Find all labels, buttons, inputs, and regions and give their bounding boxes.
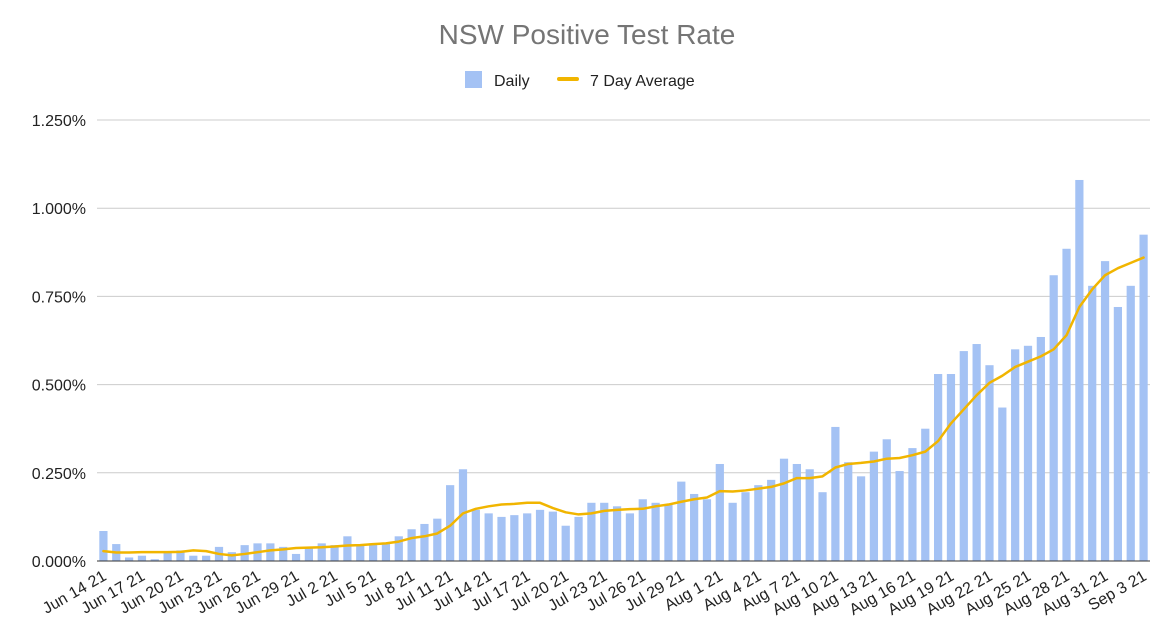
daily-bar [574,516,583,561]
legend-daily-label: Daily [494,73,530,90]
y-axis: 0.000% 0.250% 0.500% 0.750% 1.000% 1.250% [32,113,86,571]
chart-title: NSW Positive Test Rate [439,19,736,50]
average-line [102,256,1145,557]
daily-bar [728,502,737,561]
daily-bar [959,351,968,561]
daily-bar [1062,248,1071,561]
daily-bar [1036,336,1045,561]
daily-bar [523,513,532,561]
daily-bar [1113,306,1123,561]
daily-bar [741,492,750,561]
daily-bar [394,536,403,561]
daily-bar [446,485,455,561]
daily-bar [458,469,468,561]
daily-bar [946,374,956,561]
daily-bar [869,451,879,561]
daily-bar [1126,285,1135,561]
daily-bar [818,492,827,561]
daily-bar [433,518,442,561]
daily-bar [767,479,776,561]
daily-bar [124,557,134,561]
daily-bar [163,552,172,561]
daily-bar [304,546,313,561]
daily-bar [972,344,981,561]
daily-bar [1023,345,1033,561]
daily-bar [266,543,275,561]
average-line-group [102,256,1145,557]
daily-bar [856,476,866,561]
legend-avg-label: 7 Day Average [590,73,695,90]
daily-bar [612,506,622,561]
daily-bar [343,536,352,561]
daily-bar [908,448,917,561]
daily-bar [202,555,211,561]
daily-bar [934,374,943,561]
daily-bar [535,509,545,561]
legend-avg-swatch [557,77,579,81]
daily-bar [1049,275,1058,561]
daily-bar [150,559,159,561]
daily-bar [792,463,801,561]
daily-bar [137,555,147,561]
legend: Daily 7 Day Average [465,71,695,90]
y-tick-label: 0.250% [32,466,86,483]
daily-bar [882,439,891,561]
daily-bar [1075,179,1084,561]
daily-bar [587,502,596,561]
legend-daily-swatch [465,71,482,88]
daily-bar [1139,234,1148,561]
daily-bar [176,550,185,561]
daily-bar [831,426,840,561]
daily-bar [484,513,493,561]
daily-bar [291,553,301,561]
y-tick-label: 1.250% [32,113,86,130]
daily-bar [702,499,712,561]
daily-bar [664,504,673,561]
daily-bar [1011,349,1020,561]
daily-bar [651,502,660,561]
daily-bar [99,531,108,561]
daily-bar [420,523,429,561]
y-tick-label: 1.000% [32,201,86,218]
daily-bar [690,493,699,561]
daily-bar [998,407,1007,561]
daily-bar [677,481,686,561]
daily-bar [985,365,994,561]
daily-bar [279,546,288,561]
daily-bar [189,555,198,561]
daily-bar [895,471,904,561]
daily-bar [381,543,391,561]
daily-bar [805,469,814,561]
daily-bar [1100,261,1110,561]
daily-bar [407,529,416,561]
daily-bar [638,499,647,561]
daily-bar [317,543,326,561]
daily-bar [356,545,365,561]
daily-bar [625,513,635,561]
daily-bar [368,543,378,561]
y-tick-label: 0.500% [32,378,86,395]
daily-bar [330,545,339,561]
daily-bars [99,179,1148,561]
daily-bar [921,428,930,561]
daily-bar [600,502,609,561]
daily-bar [561,525,570,561]
y-tick-label: 0.750% [32,289,86,306]
daily-bar [510,515,519,561]
daily-bar [1088,285,1097,561]
daily-bar [844,462,853,561]
daily-bar [471,509,480,561]
y-tick-label: 0.000% [32,554,86,571]
daily-bar [715,463,724,561]
daily-bar [754,485,763,561]
daily-bar [497,516,506,561]
daily-bar [548,511,557,561]
daily-bar [779,458,789,561]
